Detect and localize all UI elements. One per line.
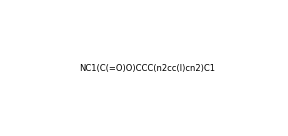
- Text: NC1(C(=O)O)CCC(n2cc(I)cn2)C1: NC1(C(=O)O)CCC(n2cc(I)cn2)C1: [79, 64, 216, 73]
